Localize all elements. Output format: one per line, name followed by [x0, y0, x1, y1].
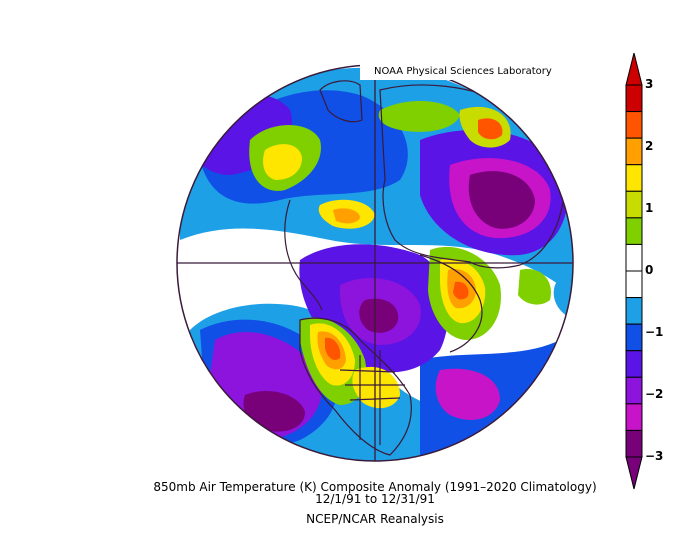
- colorbar-segment: [625, 111, 643, 139]
- colorbar-tick-label: −1: [645, 325, 664, 339]
- colorbar-segment: [625, 297, 643, 325]
- caption-dates: 12/1/91 to 12/31/91: [315, 492, 435, 506]
- colorbar-segment: [625, 243, 643, 272]
- colorbar-segment: [625, 403, 643, 431]
- colorbar-tick-label: 0: [645, 263, 654, 277]
- colorbar-max-arrow: [625, 52, 643, 86]
- colorbar-min-arrow: [625, 456, 643, 490]
- colorbar: [625, 52, 643, 490]
- colorbar-segment: [625, 164, 643, 192]
- colorbar-segment: [625, 217, 643, 245]
- caption-title: 850mb Air Temperature (K) Composite Anom…: [153, 480, 597, 494]
- colorbar-segment: [625, 270, 643, 299]
- caption-source: NCEP/NCAR Reanalysis: [306, 512, 444, 526]
- colorbar-tick-label: −3: [645, 449, 664, 463]
- colorbar-segment: [625, 137, 643, 166]
- colorbar-segment: [625, 376, 643, 405]
- colorbar-tick-label: 1: [645, 201, 654, 215]
- colorbar-segment: [625, 323, 643, 352]
- colorbar-tick-label: −2: [645, 387, 664, 401]
- credit-label: NOAA Physical Sciences Laboratory: [360, 64, 574, 80]
- colorbar-tick-label: 3: [645, 77, 654, 91]
- colorbar-segment: [625, 190, 643, 219]
- colorbar-segment: [625, 84, 643, 113]
- colorbar-segment: [625, 429, 643, 458]
- colorbar-tick-label: 2: [645, 139, 654, 153]
- colorbar-segment: [625, 350, 643, 378]
